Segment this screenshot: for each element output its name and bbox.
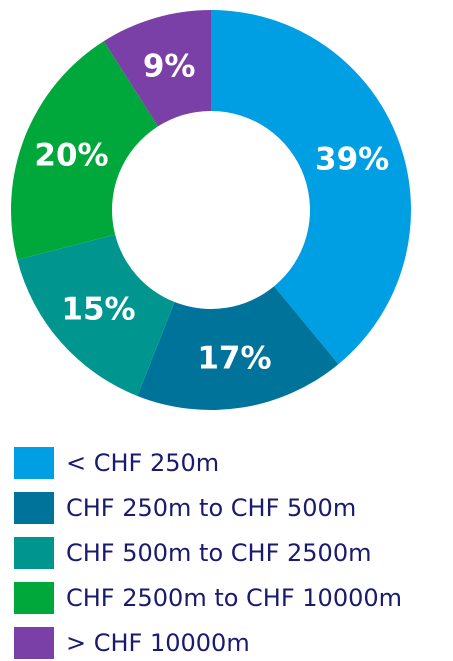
legend-swatch <box>14 447 54 479</box>
legend-label: CHF 2500m to CHF 10000m <box>66 584 402 612</box>
legend-label: CHF 500m to CHF 2500m <box>66 539 371 567</box>
value-label: 39% <box>315 142 389 178</box>
legend-swatch <box>14 582 54 614</box>
legend-swatch <box>14 537 54 569</box>
value-label: 15% <box>61 292 135 328</box>
value-label: 9% <box>143 48 196 84</box>
legend-label: < CHF 250m <box>66 449 219 477</box>
legend-label: CHF 250m to CHF 500m <box>66 494 356 522</box>
donut-segment <box>103 10 211 127</box>
legend-swatch <box>14 492 54 524</box>
donut-segment <box>137 286 339 410</box>
donut-segment <box>10 41 158 260</box>
value-label: 17% <box>197 341 271 377</box>
donut-segment <box>211 10 411 365</box>
value-label: 20% <box>34 137 108 173</box>
donut-segment <box>17 234 175 396</box>
legend-label: > CHF 10000m <box>66 629 250 657</box>
legend-swatch <box>14 627 54 659</box>
